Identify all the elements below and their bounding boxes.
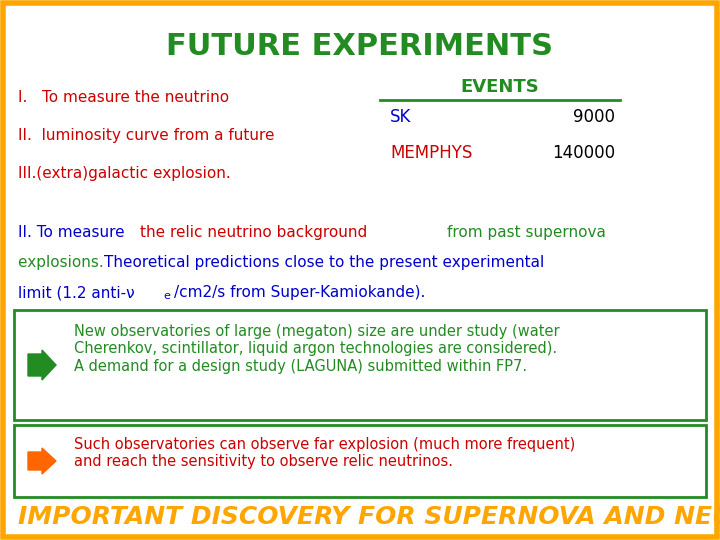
Text: I.   To measure the neutrino: I. To measure the neutrino: [18, 90, 229, 105]
FancyArrow shape: [28, 350, 56, 380]
Text: 140000: 140000: [552, 144, 615, 162]
Text: Such observatories can observe far explosion (much more frequent)
and reach the : Such observatories can observe far explo…: [74, 437, 575, 469]
Text: SK: SK: [390, 108, 411, 126]
Text: the relic neutrino background: the relic neutrino background: [140, 225, 372, 240]
Text: MEMPHYS: MEMPHYS: [390, 144, 472, 162]
Text: 9000: 9000: [573, 108, 615, 126]
Text: EVENTS: EVENTS: [461, 78, 539, 96]
Text: III.(extra)galactic explosion.: III.(extra)galactic explosion.: [18, 166, 230, 181]
Text: from past supernova: from past supernova: [447, 225, 606, 240]
Text: II. To measure: II. To measure: [18, 225, 130, 240]
Text: /cm2/s from Super-Kamiokande).: /cm2/s from Super-Kamiokande).: [174, 285, 426, 300]
Text: e: e: [163, 291, 170, 301]
Text: II.  luminosity curve from a future: II. luminosity curve from a future: [18, 128, 274, 143]
Text: Theoretical predictions close to the present experimental: Theoretical predictions close to the pre…: [104, 255, 544, 270]
Text: IMPORTANT DISCOVERY FOR SUPERNOVA AND NEU: IMPORTANT DISCOVERY FOR SUPERNOVA AND NE…: [18, 505, 720, 529]
FancyArrow shape: [28, 448, 56, 474]
Text: New observatories of large (megaton) size are under study (water
Cherenkov, scin: New observatories of large (megaton) siz…: [74, 324, 559, 374]
Text: FUTURE EXPERIMENTS: FUTURE EXPERIMENTS: [166, 32, 554, 61]
Text: limit (1.2 anti-ν: limit (1.2 anti-ν: [18, 285, 135, 300]
Text: explosions.: explosions.: [18, 255, 109, 270]
